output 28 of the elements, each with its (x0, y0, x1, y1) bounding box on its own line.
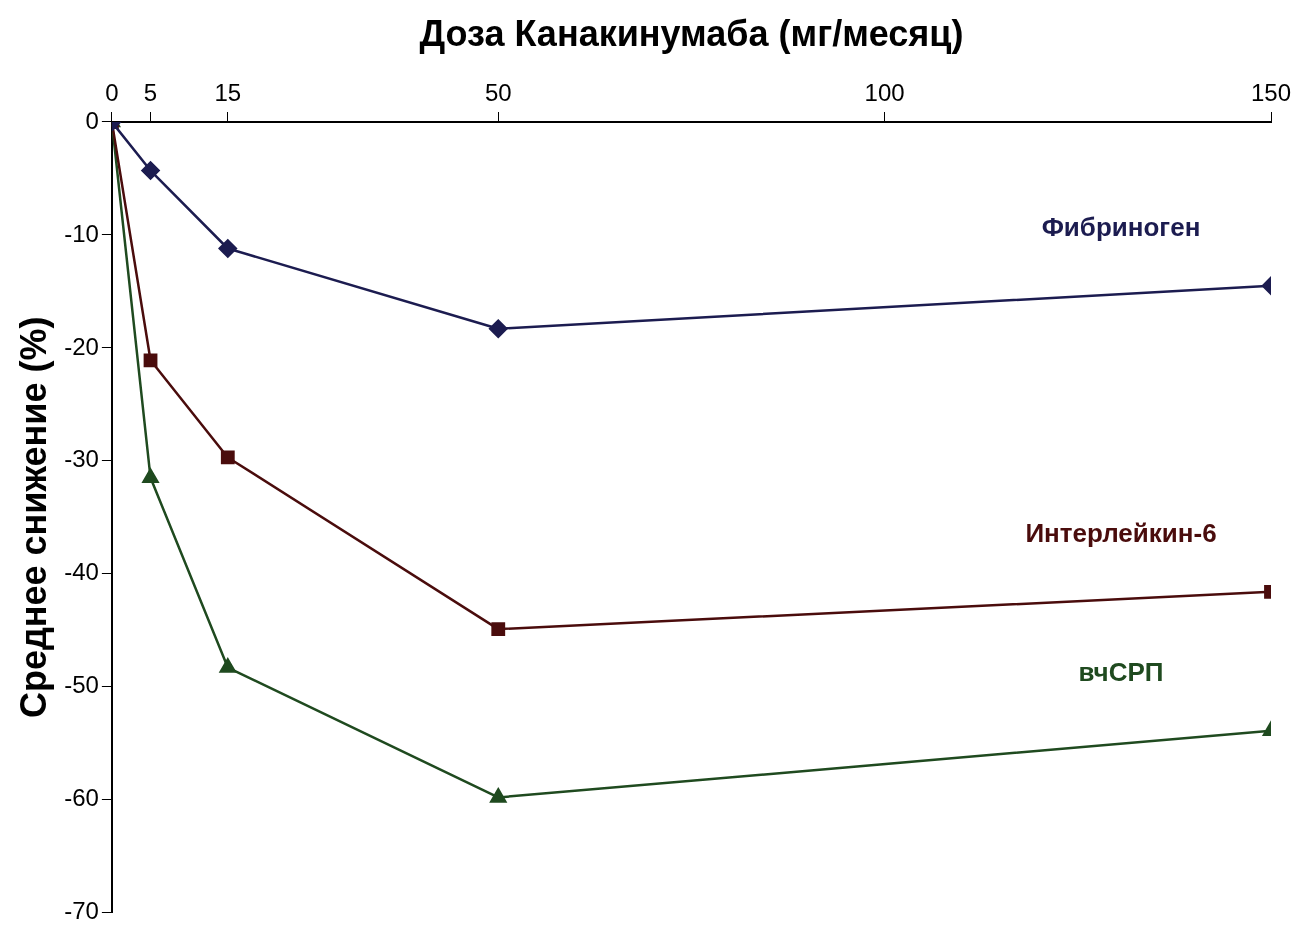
y-tick-label: -50 (64, 671, 99, 699)
x-tick-label: 5 (143, 79, 158, 107)
x-tick-label: 50 (484, 79, 512, 107)
point (220, 450, 235, 465)
y-tick-label: -30 (64, 445, 99, 473)
x-axis-title: Доза Канакинумаба (мг/месяц) (419, 12, 964, 54)
text: вчСРП (1078, 656, 1164, 687)
point (490, 788, 507, 803)
y-axis-title: Среднее снижение (%) (12, 316, 54, 719)
point (491, 622, 506, 637)
point (141, 161, 160, 180)
y-tick-label: -10 (64, 219, 99, 247)
point (219, 658, 236, 673)
y-tick-label: -60 (64, 784, 99, 812)
point (143, 353, 158, 368)
series-label: Интерлейкин-6 (1025, 517, 1217, 548)
series-label: Фибриноген (1041, 211, 1201, 242)
point (142, 468, 159, 484)
y-tick-label: -40 (64, 558, 99, 586)
x-tick-label: 100 (864, 79, 905, 107)
y-tick-label: 0 (85, 106, 99, 134)
x-tick-label: 150 (1250, 79, 1292, 107)
point (218, 239, 238, 258)
y-tick-label: -20 (64, 332, 99, 360)
point (489, 319, 508, 338)
x-tick-label: 15 (214, 79, 242, 107)
y-tick-label: -70 (64, 897, 99, 925)
x-tick-label: 0 (105, 79, 119, 107)
